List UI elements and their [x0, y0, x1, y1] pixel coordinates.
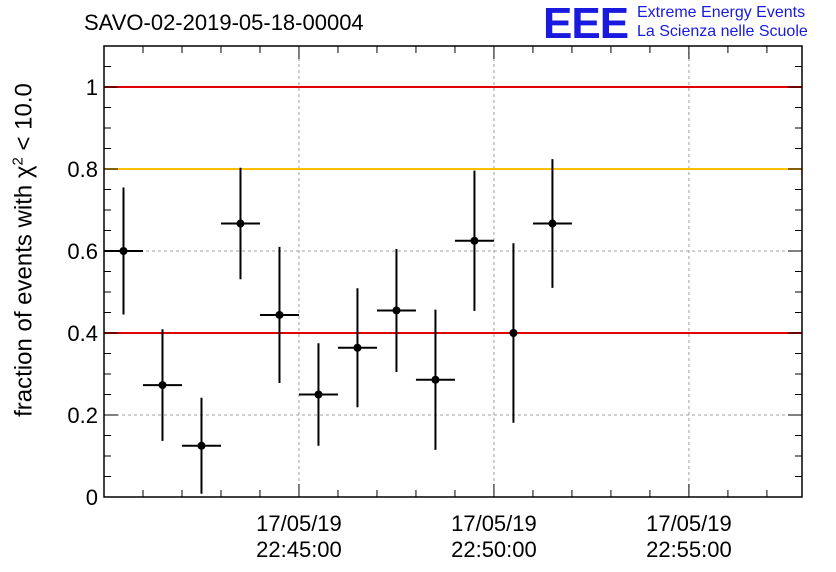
x-tick-label-time: 22:55:00: [646, 537, 732, 562]
data-point: [431, 375, 440, 384]
plot-frame: [103, 45, 803, 498]
eee-logo-mark: EEE: [543, 0, 629, 48]
data-point: [197, 441, 206, 450]
data-point: [470, 236, 479, 245]
x-tick-label-time: 22:50:00: [451, 537, 537, 562]
x-tick-label-date: 17/05/19: [646, 511, 732, 536]
data-point: [236, 219, 245, 228]
data-point: [158, 381, 167, 390]
y-tick-label: 1: [86, 75, 98, 100]
data-point: [509, 329, 518, 337]
y-tick-label: 0.6: [67, 239, 98, 264]
eee-logo-text: Extreme Energy Events La Scienza nelle S…: [637, 3, 808, 41]
data-point: [548, 219, 557, 228]
x-tick-label-date: 17/05/19: [451, 511, 537, 536]
data-point: [314, 390, 323, 399]
data-point: [119, 247, 128, 255]
y-tick-label: 0.2: [67, 403, 98, 428]
data-point: [353, 343, 362, 352]
chart-title: SAVO-02-2019-05-18-00004: [84, 10, 364, 35]
x-tick-label-time: 22:45:00: [256, 537, 342, 562]
data-point: [392, 306, 401, 315]
y-tick-label: 0.8: [67, 157, 98, 182]
logo-line-2: La Scienza nelle Scuole: [637, 23, 808, 40]
y-tick-label: 0: [86, 485, 98, 510]
y-tick-label: 0.4: [67, 321, 98, 346]
x-tick-label-date: 17/05/19: [256, 511, 342, 536]
data-point: [275, 310, 284, 319]
logo-line-1: Extreme Energy Events: [637, 4, 806, 21]
